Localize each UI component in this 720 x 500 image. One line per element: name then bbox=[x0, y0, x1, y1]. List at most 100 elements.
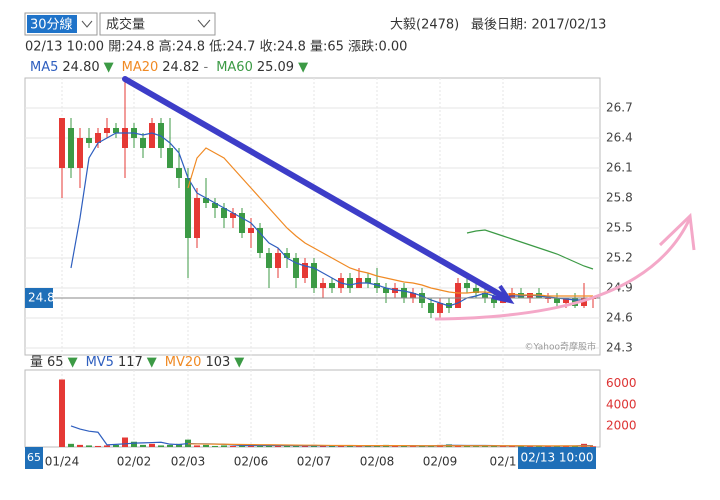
cursor-time-box bbox=[518, 447, 596, 469]
last-volume-box bbox=[25, 447, 43, 469]
legend-trend: ▼ bbox=[68, 355, 78, 370]
candle-body bbox=[320, 283, 326, 288]
volume-bar bbox=[293, 445, 299, 447]
candle-body bbox=[365, 278, 371, 283]
candle-body bbox=[464, 283, 470, 288]
legend-legend-value: 24.80 bbox=[62, 60, 99, 75]
period-text: 30分線 bbox=[30, 17, 73, 33]
ma-line bbox=[70, 425, 594, 447]
ma-line bbox=[466, 229, 594, 270]
x-tick-label: 02/07 bbox=[297, 455, 332, 469]
legend-name: MV20 bbox=[165, 355, 202, 370]
candle-body bbox=[302, 263, 308, 278]
x-tick-label: 02/08 bbox=[360, 455, 395, 469]
y-tick-label: 24.3 bbox=[606, 341, 633, 355]
volume-bar bbox=[203, 444, 209, 447]
volume-bar bbox=[473, 446, 479, 447]
candle-body bbox=[176, 168, 182, 178]
y-tick-label: 25.2 bbox=[606, 251, 633, 265]
select-arrow bbox=[197, 19, 211, 28]
legend-legend-value: 65 bbox=[47, 355, 64, 370]
volume-bar bbox=[356, 446, 362, 447]
volume-bar bbox=[86, 445, 92, 447]
last-date: 最後日期: 2017/02/13 bbox=[471, 18, 606, 33]
indicator-select[interactable] bbox=[99, 12, 216, 36]
ma-line bbox=[187, 443, 594, 447]
volume-bar bbox=[392, 445, 398, 447]
candle-body bbox=[194, 198, 200, 238]
candle-body bbox=[491, 298, 497, 303]
candle-body bbox=[428, 303, 434, 313]
candle-body bbox=[230, 213, 236, 218]
trend-arrowhead bbox=[491, 284, 515, 305]
candle-body bbox=[401, 288, 407, 298]
volume-bar bbox=[68, 443, 74, 447]
candle-body bbox=[437, 303, 443, 313]
y-tick-label: 4000 bbox=[606, 397, 637, 411]
candle-body bbox=[455, 283, 461, 308]
candle-body bbox=[248, 228, 254, 233]
legend-entry: MA5 24.80 ▼ bbox=[30, 60, 114, 75]
legend-legend-value: 24.82 bbox=[162, 60, 199, 75]
price-panel bbox=[24, 77, 601, 356]
candle-body bbox=[185, 178, 191, 238]
candle-body bbox=[95, 133, 101, 143]
legend-trend: ▼ bbox=[298, 60, 308, 75]
x-tick-label: 01/24 bbox=[45, 455, 80, 469]
stock-name: 大毅(2478) bbox=[390, 17, 459, 33]
volume-bar bbox=[248, 445, 254, 447]
y-tick-label: 25.5 bbox=[606, 221, 633, 235]
volume-bar bbox=[131, 441, 137, 447]
legend-name: MA20 bbox=[122, 60, 159, 75]
candle-body bbox=[410, 293, 416, 298]
legend-entry: MA20 24.82- bbox=[122, 60, 209, 75]
candle-body bbox=[563, 298, 569, 303]
volume-bar bbox=[176, 443, 182, 447]
y-tick-label: 25.8 bbox=[606, 191, 633, 205]
plot: 24.324.624.925.225.525.826.126.426.701/2… bbox=[25, 60, 637, 469]
trend-line-annotation bbox=[122, 76, 509, 301]
volume-bar bbox=[158, 445, 164, 447]
volume-bar bbox=[95, 445, 101, 447]
source-watermark: ©Yahoo奇摩股市 bbox=[525, 341, 597, 353]
volume-bar bbox=[59, 379, 65, 447]
last-volume-label: 65 bbox=[27, 451, 41, 464]
candle-body bbox=[113, 128, 119, 133]
candle-body bbox=[284, 253, 290, 258]
candle-body bbox=[167, 148, 173, 168]
volume-bar bbox=[266, 445, 272, 447]
candle-body bbox=[473, 288, 479, 293]
y-tick-label: 26.4 bbox=[606, 131, 633, 145]
candle-body bbox=[275, 253, 281, 268]
volume-bar bbox=[518, 446, 524, 447]
volume-bar bbox=[347, 445, 353, 447]
candle-body bbox=[149, 123, 155, 148]
volume-bar bbox=[464, 445, 470, 447]
volume-bar bbox=[113, 444, 119, 447]
candle-body bbox=[203, 198, 209, 203]
rise-arrowhead bbox=[658, 212, 696, 251]
candle-body bbox=[77, 138, 83, 168]
volume-bar bbox=[221, 445, 227, 447]
volume-bar bbox=[275, 445, 281, 447]
x-tick-label: 02/09 bbox=[423, 455, 458, 469]
candle-body bbox=[266, 253, 272, 268]
candle-body bbox=[257, 228, 263, 253]
volume-bar bbox=[365, 445, 371, 447]
last-price-label: 24.8 bbox=[28, 291, 55, 305]
candle-body bbox=[212, 203, 218, 208]
candle-body bbox=[383, 288, 389, 293]
legend-legend-value: 25.09 bbox=[257, 60, 294, 75]
select-arrow bbox=[81, 20, 93, 28]
indicator-text: 成交量 bbox=[106, 17, 145, 33]
legend-trend: ▼ bbox=[104, 60, 114, 75]
candle-body bbox=[140, 138, 146, 148]
volume-bar bbox=[491, 445, 497, 447]
last-price-box bbox=[25, 288, 53, 308]
volume-bar bbox=[419, 445, 425, 447]
legend-name: 量 bbox=[30, 355, 43, 370]
candle-body bbox=[554, 298, 560, 303]
x-tick-label: 02/06 bbox=[234, 455, 269, 469]
volume-bar bbox=[140, 444, 146, 447]
candle-body bbox=[239, 213, 245, 233]
